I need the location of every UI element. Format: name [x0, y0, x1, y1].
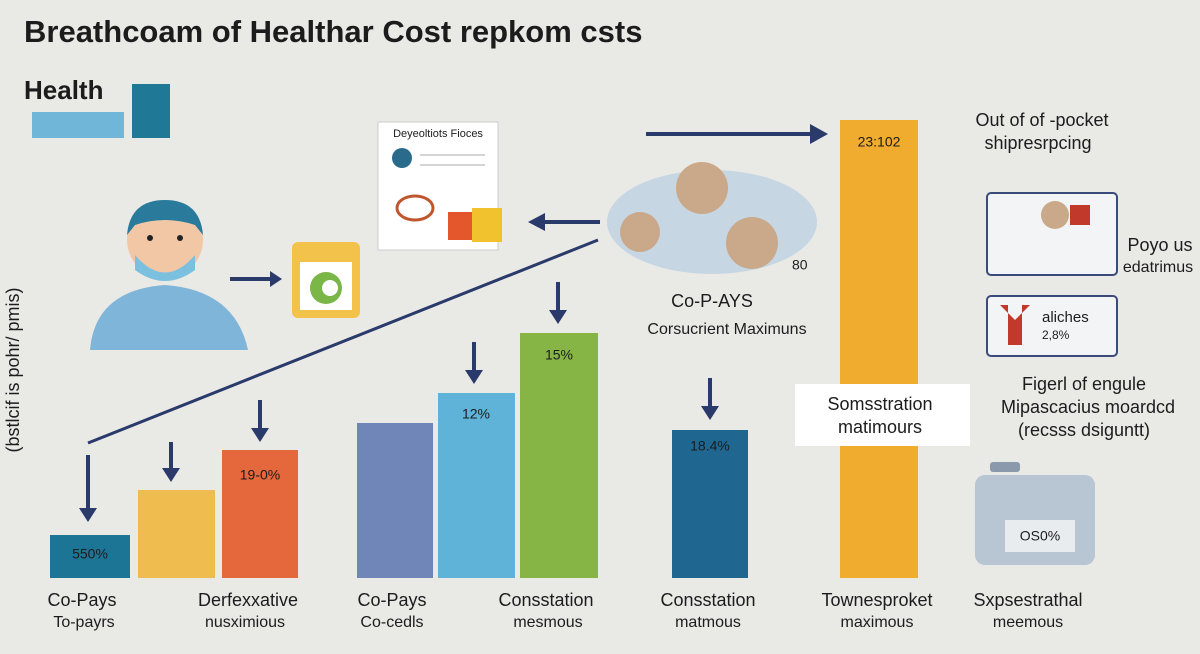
bar — [357, 423, 433, 578]
callout: (recsss dsiguntt) — [1018, 420, 1150, 440]
bottom-label: Consstation — [660, 590, 755, 610]
title: Breathcoam of Healthar Cost repkom csts — [24, 14, 642, 49]
callout: Co-P-AYS — [671, 291, 753, 311]
legend-swatch — [132, 84, 170, 138]
callout: shipresrpcing — [984, 133, 1091, 153]
bar — [438, 393, 515, 578]
bottom-label: Consstation — [498, 590, 593, 610]
bar — [50, 535, 130, 578]
callout: Mipascacius moardcd — [1001, 397, 1175, 417]
bottom-label: Co-Pays — [47, 590, 116, 610]
bottom-label: matmous — [675, 614, 741, 631]
cloud-illustration — [607, 162, 817, 274]
bottom-label: Sxpsestrathal — [973, 590, 1082, 610]
callout: Poyo us — [1127, 235, 1192, 255]
bar-label: 18.4% — [690, 438, 730, 454]
doctor-illustration — [90, 200, 248, 350]
bottom-label: meemous — [993, 614, 1063, 631]
bar-label: 23:102 — [858, 134, 901, 150]
callout: Out of of -pocket — [975, 110, 1108, 130]
callout: Figerl of engule — [1022, 374, 1146, 394]
y-axis-label: (bstlcif is pohr/ pmis) — [3, 287, 23, 452]
callout: Corsucrient Maximuns — [647, 321, 806, 338]
bottom-label: nusximious — [205, 614, 285, 631]
bottom-label: Townesproket — [821, 590, 932, 610]
callout: edatrimus — [1123, 259, 1193, 276]
bar — [840, 120, 918, 578]
panel-text: 2,8% — [1042, 328, 1070, 342]
legend-swatch — [32, 112, 124, 138]
bar — [138, 490, 215, 578]
device-value: OS0% — [1020, 528, 1060, 544]
bar-label: 550% — [72, 546, 108, 562]
bar-label: 15% — [545, 347, 573, 363]
bottom-label: mesmous — [513, 614, 582, 631]
bottom-label: maximous — [841, 614, 914, 631]
bottom-label: Co-Pays — [357, 590, 426, 610]
note-box — [795, 384, 970, 446]
note: matimours — [838, 417, 922, 437]
bar — [672, 430, 748, 578]
bar — [222, 450, 298, 578]
document: Deyeoltiots Fioces — [377, 121, 502, 251]
device-illustration — [975, 462, 1095, 565]
cloud-number: 80 — [792, 257, 808, 273]
legend-label: Health — [24, 75, 103, 105]
arrows — [86, 282, 712, 510]
note: Somsstration — [827, 394, 932, 414]
panel-text: aliches — [1042, 309, 1089, 326]
bottom-label: Co-cedls — [360, 614, 423, 631]
bottom-label: To-payrs — [53, 614, 114, 631]
bottom-label: Derfexxative — [198, 590, 298, 610]
bar — [520, 333, 598, 578]
bottom-labels: Co-Pays To-payrs Derfexxative nusximious… — [47, 590, 1082, 631]
bar-label: 19-0% — [240, 467, 280, 483]
document-title: Deyeoltiots Fioces — [393, 128, 483, 140]
bar-label: 12% — [462, 406, 490, 422]
